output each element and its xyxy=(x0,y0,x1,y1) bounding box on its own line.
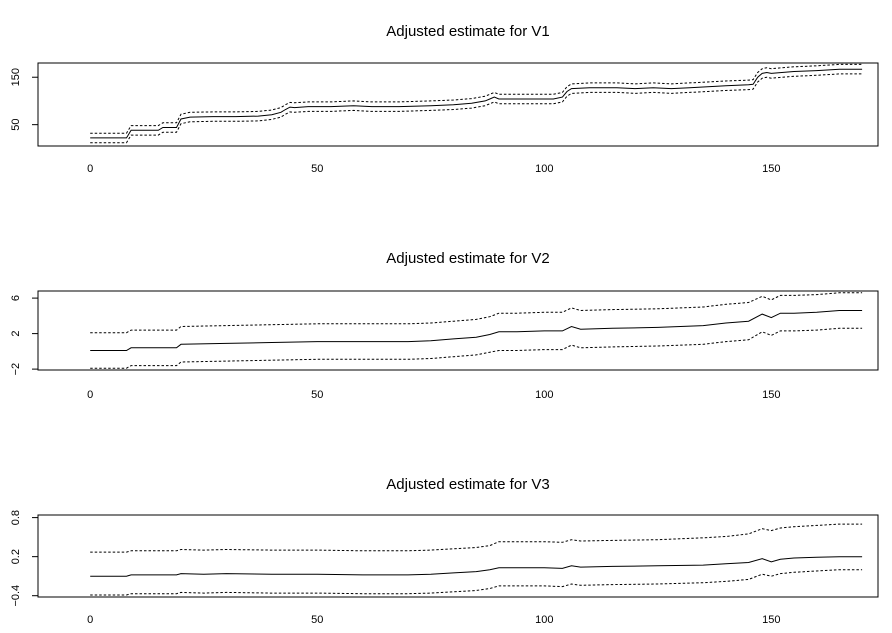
x-tick-label: 100 xyxy=(535,389,553,401)
y-tick-label: −2 xyxy=(10,363,22,376)
series-line-upper-bound xyxy=(90,292,863,334)
series-line-upper-bound xyxy=(90,523,863,553)
series-line-estimate xyxy=(90,556,863,577)
x-tick-label: 150 xyxy=(762,614,780,626)
y-tick-label: 2 xyxy=(10,331,22,337)
series-line-estimate xyxy=(90,310,863,351)
x-tick-label: 150 xyxy=(762,163,780,175)
x-tick-label: 50 xyxy=(311,389,323,401)
x-tick-label: 50 xyxy=(311,614,323,626)
chart-title: Adjusted estimate for V2 xyxy=(386,250,549,267)
y-tick-label: 6 xyxy=(10,295,22,301)
series-line-lower-bound xyxy=(90,73,863,144)
y-tick-label: 150 xyxy=(10,68,22,86)
x-tick-label: 50 xyxy=(311,163,323,175)
x-tick-label: 100 xyxy=(535,614,553,626)
x-tick-label: 0 xyxy=(87,614,93,626)
y-tick-label: 0.2 xyxy=(10,549,22,564)
plot-frame xyxy=(37,514,879,598)
y-tick-label: 0.8 xyxy=(10,510,22,525)
plot-frame xyxy=(37,62,879,147)
y-tick-label: 50 xyxy=(10,119,22,131)
series-line-upper-bound xyxy=(90,63,863,134)
chart-title: Adjusted estimate for V3 xyxy=(386,476,549,493)
series-line-lower-bound xyxy=(90,327,863,369)
x-tick-label: 0 xyxy=(87,389,93,401)
chart-panel-2: Adjusted estimate for V2 0 50 100 150 −2 2 6 xyxy=(10,250,879,401)
chart-panel-3: Adjusted estimate for V3 0 50 100 150 −0.4 0.2… xyxy=(10,476,879,626)
series-line-estimate xyxy=(90,68,863,139)
x-tick-label: 100 xyxy=(535,163,553,175)
series-line-lower-bound xyxy=(90,569,863,596)
y-tick-label: −0.4 xyxy=(10,585,22,607)
chart-panel-1: Adjusted estimate for V1 0 50 100 150 50 150 xyxy=(10,23,879,175)
plot-frame xyxy=(37,290,879,371)
x-tick-label: 0 xyxy=(87,163,93,175)
x-tick-label: 150 xyxy=(762,389,780,401)
chart-title: Adjusted estimate for V1 xyxy=(386,23,549,40)
